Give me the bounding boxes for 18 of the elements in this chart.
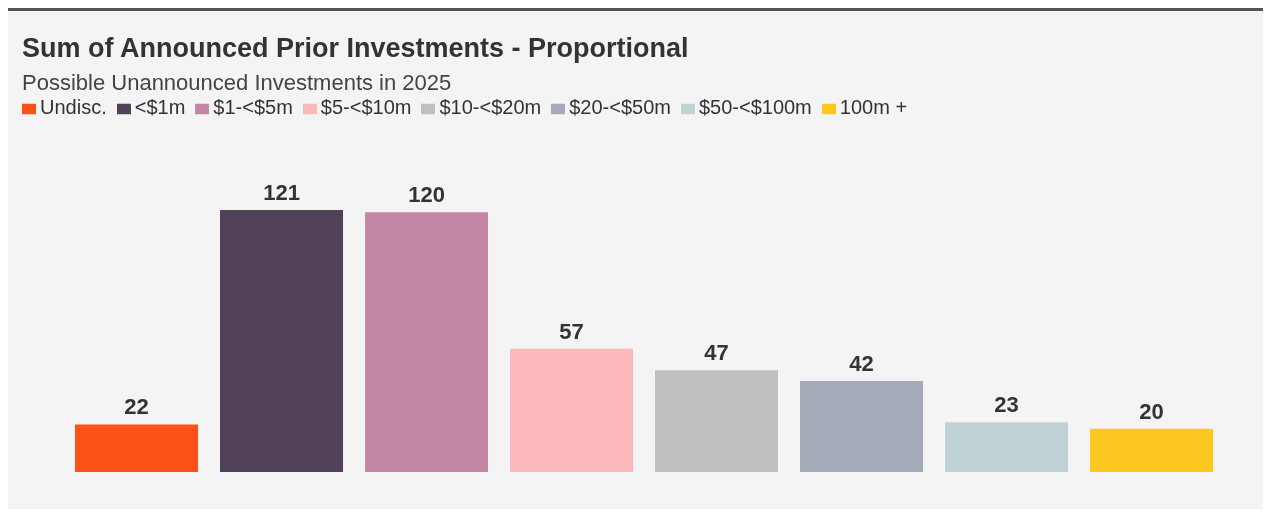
legend-label: $10-<$20m [439,96,542,118]
chart-subtitle: Possible Unannounced Investments in 2025 [21,69,453,96]
chart-title: Sum of Announced Prior Investments - Proportional [21,32,690,64]
data-label: 42 [849,351,874,377]
legend-label: $50-<$100m [698,96,812,118]
legend-label: Undisc. [40,96,107,118]
data-label: 23 [994,392,1019,418]
legend-label: <$1m [134,96,186,118]
data-label: 47 [704,340,729,366]
legend-label: $1-<$5m [213,96,293,118]
legend-label: 100m + [839,96,908,118]
data-label: 20 [1139,398,1164,424]
data-label: 22 [124,394,149,420]
data-label: 120 [408,182,445,208]
data-label: 121 [263,180,300,206]
legend-label: $20-<$50m [569,96,671,118]
legend-label: $5-<$10m [320,96,412,118]
data-label: 57 [559,318,584,344]
